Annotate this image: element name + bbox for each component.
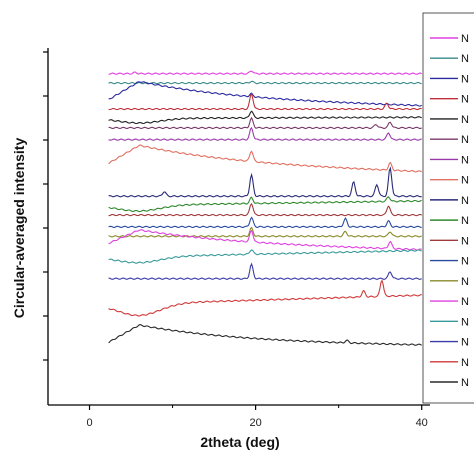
series-line-7 xyxy=(108,126,422,141)
series-line-4 xyxy=(108,92,422,111)
legend-label-5: N xyxy=(461,114,469,126)
series-line-1 xyxy=(108,70,422,75)
legend-label-11: N xyxy=(461,235,469,247)
legend-label-4: N xyxy=(461,94,469,106)
x-tick-label: 20 xyxy=(249,417,261,429)
series-line-14 xyxy=(108,229,422,251)
legend-label-7: N xyxy=(461,154,469,166)
series-line-6 xyxy=(108,116,422,130)
x-tick-label: 0 xyxy=(86,417,92,429)
legend-label-2: N xyxy=(461,53,469,65)
series-line-17 xyxy=(108,279,422,317)
series-line-18 xyxy=(108,324,422,346)
y-axis-title: Circular-averaged intensity xyxy=(11,138,27,319)
legend-label-18: N xyxy=(461,377,469,389)
legend-label-16: N xyxy=(461,337,469,349)
legend-label-14: N xyxy=(461,296,469,308)
series-line-12 xyxy=(108,216,422,228)
series-line-11 xyxy=(108,202,422,217)
series-line-13 xyxy=(108,226,422,238)
legend-label-15: N xyxy=(461,316,469,328)
x-axis-ticks: 0 20 40 xyxy=(86,405,428,429)
legend-label-3: N xyxy=(461,73,469,85)
series-line-15 xyxy=(108,249,422,264)
legend-label-6: N xyxy=(461,134,469,146)
series-line-5 xyxy=(108,110,422,125)
series-line-3 xyxy=(108,81,422,107)
series-layer xyxy=(108,70,422,346)
x-tick-label: 40 xyxy=(416,417,428,429)
x-axis-title: 2theta (deg) xyxy=(200,434,279,450)
legend-label-1: N xyxy=(461,33,469,45)
series-line-10 xyxy=(108,196,422,213)
legend-label-17: N xyxy=(461,357,469,369)
legend-label-8: N xyxy=(461,175,469,187)
legend-label-10: N xyxy=(461,215,469,227)
legend-label-12: N xyxy=(461,256,469,268)
series-line-9 xyxy=(108,166,422,198)
series-line-2 xyxy=(108,80,422,85)
legend-label-13: N xyxy=(461,276,469,288)
series-line-16 xyxy=(108,262,422,280)
legend-label-9: N xyxy=(461,195,469,207)
series-line-8 xyxy=(108,144,422,173)
y-axis-ticks xyxy=(43,51,48,361)
